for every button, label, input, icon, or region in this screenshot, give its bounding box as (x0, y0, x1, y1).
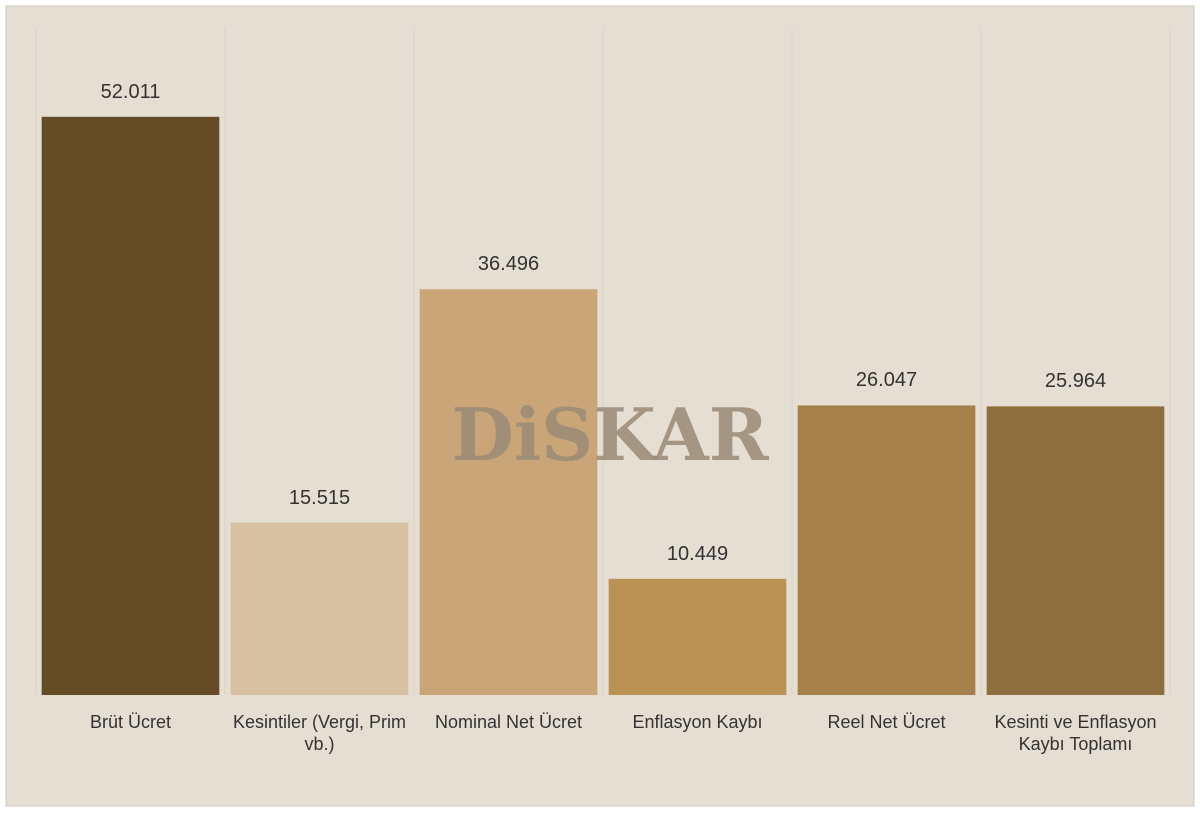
x-tick-label: Kesinti ve Enflasyon Kaybı Toplamı (994, 712, 1157, 754)
value-label: 52.011 (100, 80, 161, 103)
value-label: 36.496 (477, 253, 540, 276)
bar (797, 405, 976, 695)
x-tick-label: Enflasyon Kaybı (632, 712, 763, 732)
watermark: DiSKAR (451, 392, 769, 477)
value-label: 15.515 (288, 486, 351, 509)
bar (41, 116, 220, 696)
bar (230, 522, 409, 695)
value-label: 25.964 (1044, 370, 1107, 393)
value-label: 10.449 (666, 542, 729, 565)
x-tick-label: Kesintiler (Vergi, Prim vb.) (232, 712, 407, 754)
bar (986, 406, 1165, 695)
bar (608, 578, 787, 695)
x-tick-label: Brüt Ücret (89, 712, 172, 732)
value-label: 26.047 (855, 369, 918, 392)
bar (419, 289, 598, 695)
x-tick-label: Reel Net Ücret (827, 712, 946, 732)
x-tick-label: Nominal Net Ücret (434, 712, 583, 732)
